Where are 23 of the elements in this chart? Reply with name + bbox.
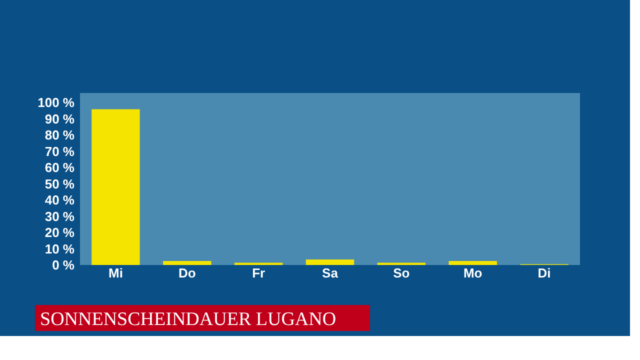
- x-tick-label: Fr: [252, 266, 266, 280]
- x-tick-label: Mo: [463, 266, 482, 280]
- x-tick-label: Mi: [108, 266, 123, 280]
- bar: [163, 260, 212, 265]
- y-tick-label: 0 %: [52, 258, 75, 272]
- bar: [448, 260, 497, 265]
- y-tick-label: 60 %: [44, 160, 75, 176]
- x-tick-label: Sa: [322, 266, 339, 280]
- bar: [306, 259, 354, 265]
- y-tick-label: 50 %: [44, 176, 75, 192]
- y-tick-label: 10 %: [44, 241, 75, 256]
- y-tick-label: 40 %: [44, 192, 75, 208]
- x-tick-label: So: [393, 266, 410, 280]
- y-tick-label: 70 %: [44, 144, 75, 159]
- y-tick-label: 20 %: [44, 225, 75, 240]
- bar: [92, 109, 140, 265]
- y-tick-label: 90 %: [44, 111, 75, 126]
- x-tick-label: Do: [178, 266, 196, 280]
- y-tick-label: 100 %: [38, 95, 75, 110]
- text: SONNENSCHEINDAUER LUGANO: [40, 309, 336, 330]
- x-tick-label: Di: [538, 266, 551, 280]
- y-tick-label: 30 %: [44, 208, 75, 224]
- y-tick-label: 80 %: [44, 128, 75, 143]
